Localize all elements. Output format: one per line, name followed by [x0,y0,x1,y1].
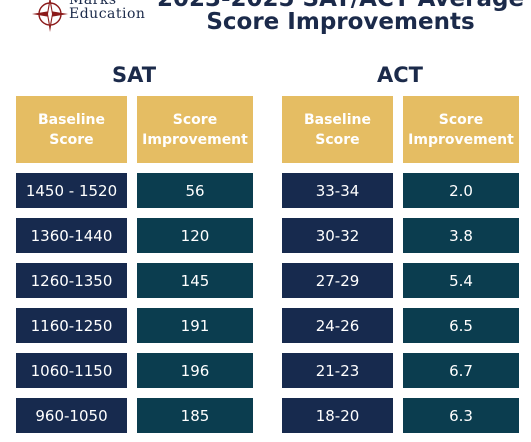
act-improvement-header-text: Score Improvement [408,111,514,148]
act-improvement-cell: 3.8 [403,218,519,253]
act-baseline-cell: 33-34 [282,173,393,208]
act-improvement-cell: 6.3 [403,398,519,433]
logo-text-line1: Marks [69,0,117,8]
sat-baseline-header: Baseline Score [16,96,127,163]
sat-improvement-cell: 145 [137,263,253,298]
sat-baseline-cell: 1060-1150 [16,353,127,388]
sat-baseline-cell: 1160-1250 [16,308,127,343]
sat-improvement-cell: 56 [137,173,253,208]
act-baseline-cell: 21-23 [282,353,393,388]
sat-baseline-cell: 1450 - 1520 [16,173,127,208]
act-improvement-header: Score Improvement [403,96,519,163]
logo-text-line2: Education [69,6,146,22]
sat-improvement-cell: 120 [137,218,253,253]
act-improvement-cell: 5.4 [403,263,519,298]
act-improvement-cell: 2.0 [403,173,519,208]
sat-improvement-header-text: Score Improvement [142,111,248,148]
page-title-line2: Score Improvements [206,9,475,35]
act-baseline-cell: 24-26 [282,308,393,343]
compass-rose-icon [32,0,68,32]
act-baseline-cell: 27-29 [282,263,393,298]
act-improvement-cell: 6.7 [403,353,519,388]
logo: Marks Education [30,0,160,36]
sat-improvement-cell: 191 [137,308,253,343]
act-baseline-cell: 30-32 [282,218,393,253]
sat-baseline-cell: 1360-1440 [16,218,127,253]
sat-baseline-cell: 1260-1350 [16,263,127,298]
sat-improvement-header: Score Improvement [137,96,253,163]
sat-baseline-cell: 960-1050 [16,398,127,433]
act-baseline-cell: 18-20 [282,398,393,433]
act-baseline-header: Baseline Score [282,96,393,163]
act-heading: ACT [377,63,423,87]
sat-baseline-header-text: Baseline Score [37,111,105,148]
act-improvement-cell: 6.5 [403,308,519,343]
act-baseline-header-text: Baseline Score [303,111,371,148]
sat-improvement-cell: 185 [137,398,253,433]
page-title-line1: 2023-2025 SAT/ACT Average [150,0,531,12]
sat-improvement-cell: 196 [137,353,253,388]
sat-heading: SAT [111,63,157,87]
